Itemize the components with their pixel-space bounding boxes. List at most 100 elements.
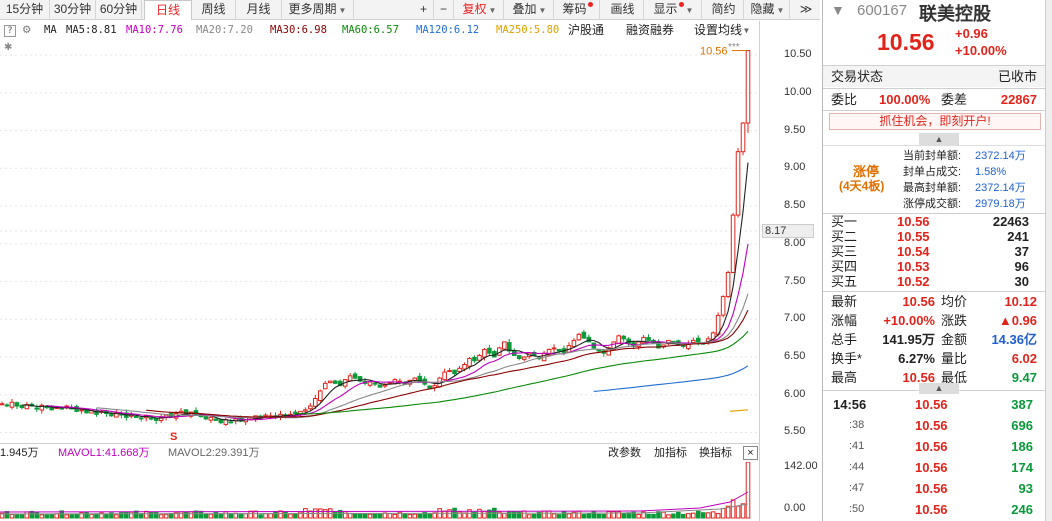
webi-value: 100.00% xyxy=(879,92,931,107)
limit-stat-label: 当前封单额: xyxy=(903,150,962,162)
volume-bar xyxy=(49,513,55,519)
ma5-value: MA5:8.81 xyxy=(66,24,117,36)
volume-bar xyxy=(447,509,452,519)
price-tick-label: 10.00 xyxy=(784,85,812,98)
price-change: +0.96 xyxy=(955,26,988,41)
bid-row[interactable]: 买四 10.53 96 xyxy=(823,259,1047,274)
close-indicator-icon[interactable]: × xyxy=(743,446,758,460)
fuquan-dropdown[interactable]: 复权 ▼ xyxy=(456,0,504,20)
volume-bar xyxy=(357,513,363,519)
volume-bar xyxy=(531,513,537,519)
volume-bar xyxy=(69,514,74,519)
ma60-line xyxy=(295,330,749,415)
hgt-button[interactable]: 沪股通 xyxy=(568,23,605,37)
simple-button[interactable]: 简约 xyxy=(704,0,744,20)
tick-row: :41 10.56 186 xyxy=(823,436,1047,457)
bid-row[interactable]: 买二 10.55 241 xyxy=(823,229,1047,244)
volume-bar xyxy=(213,511,219,519)
period-toolbar: 15分钟 30分钟 60分钟 日线 周线 月线 更多周期 ▼ + − 复权 ▼ 叠加… xyxy=(0,0,820,20)
volume-bar xyxy=(39,514,45,519)
volume-bar xyxy=(24,511,30,519)
trade-status-label: 交易状态 xyxy=(831,69,884,84)
candlestick-chart[interactable]: 10.56 S xyxy=(0,40,760,440)
stat-value: 9.47 xyxy=(1011,370,1037,385)
stat-label: 最高 xyxy=(831,370,858,385)
volume-bar xyxy=(228,512,234,519)
rzrq-button[interactable]: 融资融券 xyxy=(626,23,675,37)
change-param-button[interactable]: 改参数 xyxy=(608,447,641,459)
tab-monthly[interactable]: 月线 xyxy=(236,0,282,20)
stat-label: 总手 xyxy=(831,332,858,347)
hide-label: 隐藏 xyxy=(750,2,775,16)
volume-bar xyxy=(715,512,721,519)
candle xyxy=(0,401,5,406)
volume-bar xyxy=(163,513,169,519)
candle xyxy=(208,416,214,424)
tab-30min[interactable]: 30分钟 xyxy=(50,0,96,20)
tab-daily[interactable]: 日线 xyxy=(144,0,192,20)
volume-bar xyxy=(402,513,408,519)
volume-axis-max: 142.00 xyxy=(784,460,818,472)
volume-bar xyxy=(676,511,681,519)
stat-label: 换手* xyxy=(831,351,863,366)
wecha-value: 22867 xyxy=(1000,92,1037,107)
dropdown-arrow-icon[interactable]: ▼ xyxy=(831,2,845,18)
limit-stat-row: 当前封单额: 2372.14万 xyxy=(823,148,1047,164)
scrollbar[interactable] xyxy=(1045,0,1052,521)
volume-bar xyxy=(427,513,433,519)
hide-dropdown[interactable]: 隐藏 ▼ xyxy=(746,0,790,20)
volume-bar xyxy=(203,513,209,519)
settings-gear-icon[interactable]: ⚙ xyxy=(22,24,32,36)
tab-15min[interactable]: 15分钟 xyxy=(0,0,50,20)
draw-line-button[interactable]: 画线 xyxy=(602,0,644,20)
new-dot-icon xyxy=(678,2,684,7)
last-price-marker: 10.56 xyxy=(700,46,728,58)
bid-row[interactable]: 买五 10.52 30 xyxy=(823,274,1047,289)
volume-bar xyxy=(546,510,552,519)
display-label: 显示 xyxy=(653,2,678,16)
volume-bar xyxy=(99,512,104,519)
set-ma-dropdown[interactable]: 设置均线 xyxy=(694,23,743,37)
stars-marker: *** xyxy=(728,42,740,53)
candle xyxy=(308,403,313,411)
volume-bar xyxy=(497,511,502,519)
collapse-chevron-icon[interactable]: ▲ xyxy=(919,133,959,145)
add-indicator-button[interactable]: 加指标 xyxy=(654,447,687,459)
caret-down-icon: ▼ xyxy=(488,6,497,15)
more-periods-dropdown[interactable]: 更多周期 ▼ xyxy=(282,0,354,20)
display-dropdown[interactable]: 显示 ▼ xyxy=(646,0,702,20)
volume-bar xyxy=(223,511,229,519)
caret-down-icon: ▼ xyxy=(338,6,347,15)
bid-row[interactable]: 买一 10.56 22463 xyxy=(823,214,1047,229)
candle xyxy=(317,389,323,403)
chips-button[interactable]: 筹码 xyxy=(556,0,600,20)
tab-60min[interactable]: 60分钟 xyxy=(96,0,142,20)
volume-bar xyxy=(561,511,567,519)
bid-label: 买二 xyxy=(831,229,858,244)
ma5-line xyxy=(21,162,749,422)
open-account-banner[interactable]: 抓住机会，即刻开户! xyxy=(829,113,1041,130)
candle xyxy=(720,295,726,318)
volume-bar xyxy=(89,513,94,519)
stat-value: 10.56 xyxy=(902,370,935,385)
candle xyxy=(218,419,224,425)
mavol2-line xyxy=(0,503,749,515)
help-icon[interactable]: ? xyxy=(4,25,16,37)
bid-volume: 30 xyxy=(1014,274,1029,289)
price-tick-label: 6.00 xyxy=(784,387,806,400)
collapse-chevron-icon[interactable]: ▲ xyxy=(919,383,959,394)
volume-bar xyxy=(725,505,731,519)
zoom-out-button[interactable]: − xyxy=(434,0,454,20)
zoom-in-button[interactable]: + xyxy=(414,0,434,20)
tick-volume: 174 xyxy=(1011,460,1033,475)
overlay-dropdown[interactable]: 叠加 ▼ xyxy=(506,0,554,20)
volume-bar xyxy=(581,513,587,519)
volume-chart[interactable] xyxy=(0,462,760,521)
quote-stat-row: 最高 10.56 最低 9.47 xyxy=(823,368,1047,387)
stock-code: 600167 xyxy=(857,2,908,19)
tick-price: 10.56 xyxy=(915,460,948,475)
bid-row[interactable]: 买三 10.54 37 xyxy=(823,244,1047,259)
more-tools-button[interactable]: ≫ xyxy=(799,2,813,16)
switch-indicator-button[interactable]: 换指标 xyxy=(699,447,732,459)
tab-weekly[interactable]: 周线 xyxy=(192,0,236,20)
